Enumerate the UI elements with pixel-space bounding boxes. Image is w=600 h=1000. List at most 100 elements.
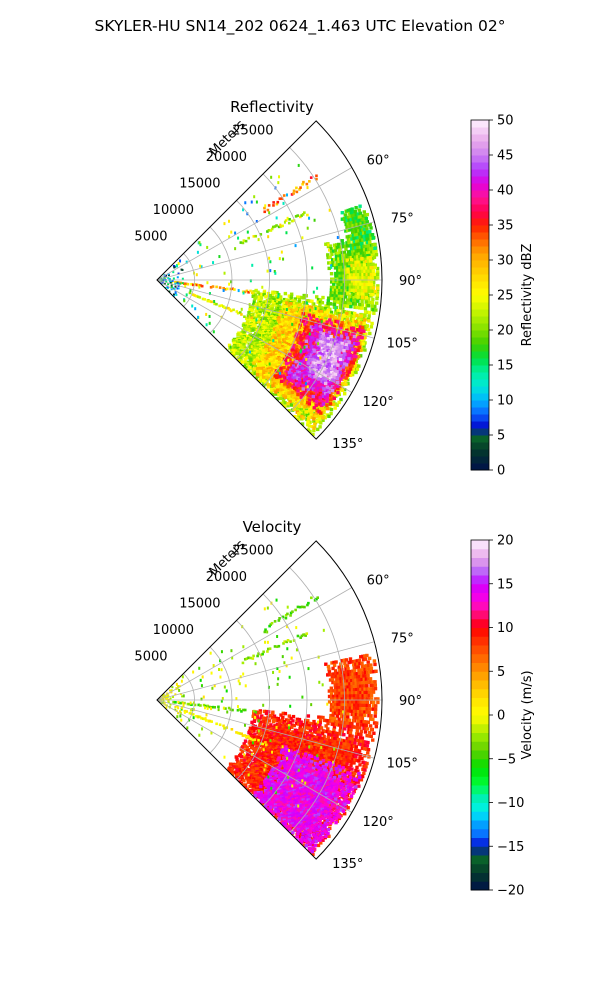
echo-cell (261, 308, 265, 312)
echo-cell (291, 359, 295, 364)
echo-cell (355, 318, 360, 323)
echo-cell (273, 300, 278, 304)
echo-cell (282, 301, 286, 306)
echo-cell (271, 374, 275, 378)
echo-cell (257, 298, 261, 303)
echo-cell (345, 318, 350, 322)
echo-cell (262, 293, 266, 297)
echo-cell (313, 388, 317, 393)
echo-cell (359, 348, 363, 353)
echo-cell (311, 394, 316, 399)
echo-cell (245, 320, 250, 324)
echo-cell (258, 369, 263, 374)
echo-cell (265, 331, 270, 336)
echo-cell (302, 330, 307, 334)
echo-cell (306, 351, 310, 355)
echo-cell (361, 342, 365, 346)
echo-cell (279, 295, 283, 299)
echo-cell (343, 320, 347, 325)
echo-cell (363, 313, 367, 317)
echo-cell (274, 322, 278, 327)
echo-cell (344, 382, 348, 387)
echo-cell (280, 341, 284, 345)
echo-cell (341, 367, 346, 372)
echo-cell (279, 327, 284, 332)
echo-cell (328, 382, 333, 387)
echo-cell (300, 336, 304, 341)
echo-cell (293, 299, 297, 303)
echo-cell (368, 331, 372, 336)
echo-cell (337, 359, 341, 364)
panel-title: Reflectivity (230, 98, 314, 116)
echo-cell (363, 348, 367, 352)
echo-cell (350, 364, 354, 368)
echo-cell (292, 335, 296, 339)
echo-cell (308, 429, 312, 434)
echo-cell (274, 380, 278, 384)
echo-cell (350, 372, 355, 377)
echo-cell (287, 324, 292, 328)
echo-cell (315, 341, 319, 345)
echo-cell (276, 306, 281, 311)
echo-cell (298, 308, 303, 312)
echo-cell (236, 332, 240, 337)
echo-cell (282, 338, 286, 342)
echo-cell (307, 424, 312, 428)
echo-cell (278, 354, 282, 358)
echo-cell (270, 351, 274, 355)
echo-cell (324, 315, 328, 319)
echo-cell (287, 298, 291, 302)
echo-cell (340, 321, 344, 325)
echo-cell (352, 319, 356, 323)
echo-cell (285, 309, 289, 314)
echo-cell (357, 302, 362, 307)
echo-cell (268, 353, 273, 357)
echo-cell (306, 299, 310, 303)
echo-cell (279, 401, 284, 406)
echo-cell (310, 328, 315, 332)
echo-cell (274, 390, 278, 394)
echo-cell (301, 387, 305, 391)
echo-cell (288, 333, 293, 338)
echo-cell (279, 323, 283, 327)
echo-cell (289, 358, 293, 363)
echo-cell (318, 303, 322, 307)
echo-cell (335, 393, 339, 397)
echo-cell (301, 416, 306, 420)
echo-cell (363, 318, 367, 322)
echo-cell (352, 335, 357, 339)
echo-cell (319, 306, 324, 310)
echo-cell (344, 363, 349, 367)
echo-cell (272, 333, 276, 338)
echo-cell (286, 314, 290, 318)
echo-cell (267, 310, 271, 314)
echo-cell (339, 387, 343, 391)
echo-cell (283, 339, 288, 343)
echo-cell (360, 321, 364, 325)
echo-cell (334, 319, 338, 324)
echo-cell (264, 295, 268, 299)
echo-cell (356, 348, 360, 353)
echo-cell (276, 324, 280, 328)
echo-cell (283, 309, 287, 313)
echo-cell (282, 341, 287, 345)
echo-cell (339, 353, 343, 358)
echo-cell (288, 343, 293, 348)
echo-cell (275, 357, 280, 362)
echo-cell (291, 320, 295, 324)
echo-cell (286, 404, 290, 408)
echo-cell (272, 355, 276, 359)
echo-cell (290, 315, 294, 320)
echo-cell (315, 419, 319, 424)
echo-cell (271, 303, 275, 308)
echo-cell (292, 340, 296, 345)
echo-cell (285, 335, 290, 339)
echo-cell (277, 350, 282, 355)
echo-cell (315, 392, 319, 396)
echo-cell (302, 332, 306, 336)
echo-cell (335, 389, 339, 393)
echo-cell (289, 403, 294, 407)
echo-cell (298, 330, 302, 335)
echo-cell (306, 326, 310, 330)
echo-cell (300, 305, 305, 309)
